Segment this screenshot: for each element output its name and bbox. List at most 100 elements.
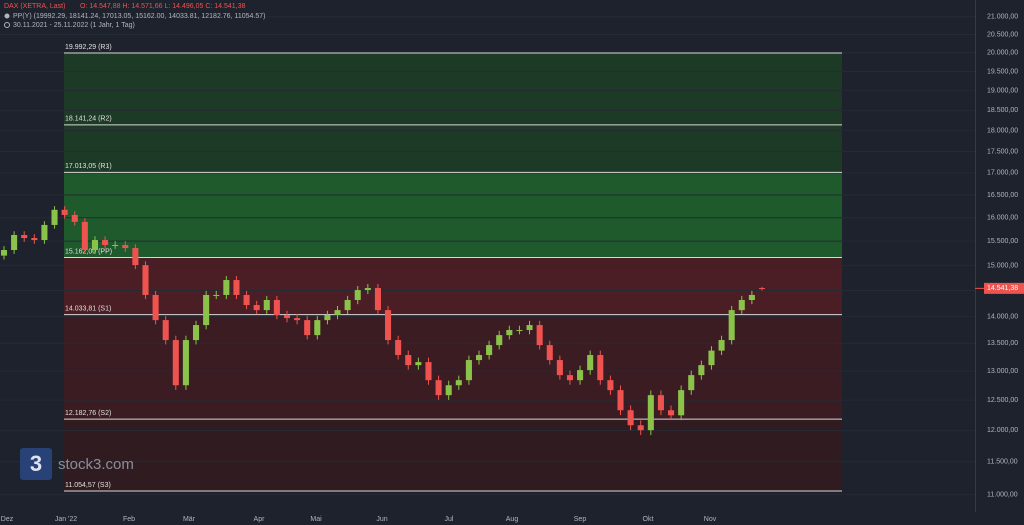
y-tick-label: 15.000,00 — [987, 262, 1018, 269]
candle-body — [455, 380, 462, 386]
candle-body — [395, 340, 402, 356]
y-tick-label: 20.000,00 — [987, 50, 1018, 57]
candle-body — [11, 235, 18, 251]
candle-body — [617, 390, 624, 411]
pivot-label: 14.033,81 (S1) — [65, 305, 111, 312]
candle-body — [496, 335, 503, 346]
candle-body — [283, 314, 291, 319]
pivot-label: 18.141,24 (R2) — [65, 116, 112, 123]
candle-body — [263, 300, 270, 311]
ohlc: O: 14.547,88 H: 14.571,66 L: 14.496,05 C… — [80, 3, 246, 10]
candle-body — [152, 294, 159, 321]
candle-body — [425, 362, 432, 381]
candle-body — [81, 221, 88, 251]
candle-body — [556, 360, 563, 376]
watermark: stock3.com — [58, 456, 134, 473]
candle-body — [435, 380, 442, 396]
indicator: PP(Y) (19992.29, 18141.24, 17013.05, 151… — [13, 13, 265, 20]
clock-icon — [4, 22, 10, 28]
x-tick-label: Mär — [183, 516, 196, 523]
candle-body — [294, 318, 301, 321]
pivot-label: 19.992,29 (R3) — [65, 44, 112, 51]
candle-body — [91, 240, 98, 251]
last-price-tag — [984, 282, 1024, 294]
y-tick-label: 14.000,00 — [987, 313, 1018, 320]
candle-body — [506, 329, 513, 336]
candle-body — [51, 209, 58, 225]
y-tick-label: 18.000,00 — [987, 127, 1018, 134]
y-tick-label: 21.000,00 — [987, 14, 1018, 21]
candle-body — [233, 280, 240, 295]
candle-body — [41, 224, 48, 241]
y-tick-label: 19.500,00 — [987, 68, 1018, 75]
logo-mark: 3 — [30, 451, 42, 476]
x-tick-label: Mai — [310, 516, 322, 523]
symbol: DAX (XETRA, Last) — [4, 3, 65, 10]
x-tick-label: Apr — [254, 516, 266, 523]
pivot-label: 15.162,00 (PP) — [65, 248, 112, 255]
y-tick-label: 16.500,00 — [987, 192, 1018, 199]
candle-body — [203, 294, 210, 326]
candle-body — [475, 355, 483, 361]
candle-body — [577, 370, 584, 381]
y-tick-label: 18.500,00 — [987, 107, 1018, 114]
candle-body — [112, 244, 119, 246]
pivot-zone — [64, 124, 842, 173]
candle-body — [516, 329, 523, 331]
last-price-label: 14.541,38 — [987, 285, 1018, 292]
candle-body — [445, 385, 452, 396]
pivot-zone — [64, 53, 842, 125]
candle-body — [668, 410, 675, 416]
candle-body — [324, 314, 331, 321]
candle-body — [304, 320, 311, 336]
candle-body — [182, 340, 189, 386]
x-tick-label: Sep — [574, 516, 587, 523]
candle-body — [374, 288, 381, 311]
candle-body — [465, 360, 472, 381]
candle-body — [61, 209, 68, 215]
candle-body — [334, 310, 341, 315]
candle-body — [21, 235, 28, 239]
x-tick-label: Jul — [445, 516, 454, 523]
y-tick-label: 13.500,00 — [987, 340, 1018, 347]
pivot-label: 17.013,05 (R1) — [65, 163, 112, 170]
pivot-zone — [64, 257, 842, 315]
candle-body — [31, 238, 38, 241]
candle-body — [627, 410, 634, 426]
logo — [20, 448, 52, 480]
candle-body — [758, 288, 766, 290]
candle-body — [71, 214, 78, 222]
x-tick-label: Dez — [1, 516, 14, 523]
y-tick-label: 16.000,00 — [987, 215, 1018, 222]
candle-body — [132, 248, 139, 266]
candle-body — [728, 310, 735, 341]
x-tick-label: Feb — [123, 516, 135, 523]
candle-body — [748, 294, 755, 301]
candle-body — [678, 390, 685, 416]
candle-body — [142, 265, 149, 295]
candle-body — [607, 380, 614, 391]
y-tick-label: 13.000,00 — [987, 368, 1018, 375]
candle-body — [344, 300, 351, 311]
x-tick-label: Nov — [704, 516, 717, 523]
candle-body — [192, 325, 200, 341]
x-tick-label: Jun — [376, 516, 387, 523]
candle-body — [657, 395, 664, 411]
indicator-icon — [4, 13, 10, 19]
candle-body — [546, 345, 553, 361]
candle-body — [213, 294, 220, 296]
candle-body — [698, 365, 705, 376]
y-tick-label: 19.000,00 — [987, 88, 1018, 95]
y-tick-label: 12.000,00 — [987, 427, 1018, 434]
candle-body — [273, 300, 280, 315]
candle-body — [243, 294, 250, 306]
candle-body — [172, 340, 179, 386]
pivot-zone — [64, 314, 842, 420]
candle-body — [486, 345, 493, 356]
y-tick-label: 11.000,00 — [987, 492, 1018, 499]
candle-body — [314, 320, 321, 336]
x-tick-label: Okt — [643, 516, 654, 523]
candle-body — [0, 250, 8, 256]
date-range: 30.11.2021 - 25.11.2022 (1 Jahr, 1 Tag) — [13, 22, 135, 29]
candle-body — [637, 425, 644, 431]
